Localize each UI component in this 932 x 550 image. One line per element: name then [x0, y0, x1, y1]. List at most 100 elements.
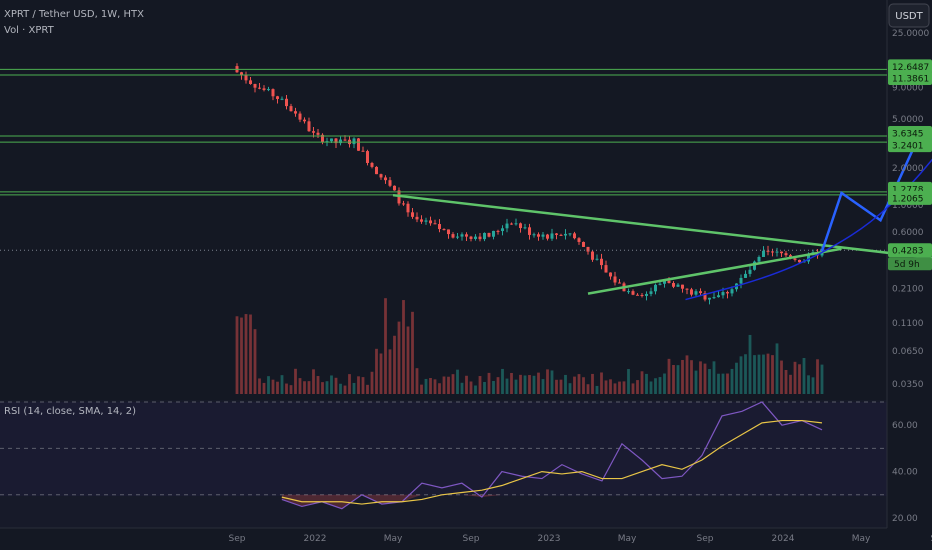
volume-bar — [793, 361, 797, 394]
trendline-descending[interactable] — [392, 193, 932, 288]
candle-body — [357, 138, 360, 151]
currency-button[interactable] — [888, 3, 930, 28]
volume-bar — [789, 374, 792, 394]
price-tick-label: 5.0000 — [892, 115, 924, 125]
volume-bar — [393, 335, 396, 394]
candle-body — [406, 203, 410, 213]
candle-body — [667, 280, 671, 284]
volume-bar — [627, 369, 630, 394]
price-tick-label: 2.0000 — [892, 164, 924, 174]
candle-body — [757, 256, 761, 262]
candle-body — [303, 119, 306, 122]
candle-body — [366, 151, 369, 163]
volume-bar — [699, 361, 702, 394]
price-tick-label: 25.0000 — [892, 29, 929, 39]
volume-bar — [523, 375, 527, 394]
candle-body — [307, 121, 311, 132]
volume-bar — [717, 373, 720, 394]
volume-bar — [735, 362, 738, 394]
rsi-ma-line — [281, 419, 823, 505]
candle-body — [708, 297, 711, 300]
candle-body — [519, 223, 522, 229]
volume-bar — [478, 376, 482, 394]
volume-bar — [645, 373, 648, 394]
price-tick-label: 0.1100 — [892, 319, 924, 329]
candle-body — [654, 284, 657, 292]
volume-bar — [253, 329, 257, 394]
candle-body — [343, 139, 347, 141]
volume-bar — [654, 378, 657, 394]
candle-body — [415, 216, 419, 220]
candle-body — [267, 89, 270, 91]
rsi-tick-label: 60.00 — [892, 421, 918, 431]
candle-body — [393, 185, 396, 191]
candle-body — [271, 89, 275, 97]
candle-body — [478, 236, 482, 240]
volume-bar — [271, 379, 275, 394]
symbol-title[interactable]: XPRT / Tether USD, 1W, HTX — [4, 9, 144, 20]
candle-body — [766, 250, 770, 252]
candle-body — [514, 223, 518, 225]
svg-text:3.2401: 3.2401 — [892, 142, 924, 152]
candle-body — [370, 162, 374, 167]
projection-path[interactable] — [820, 70, 932, 252]
volume-bar — [343, 385, 347, 394]
volume-bar — [739, 356, 743, 394]
candle-body — [249, 80, 252, 84]
volume-bar — [438, 383, 441, 394]
candle-body — [568, 233, 572, 235]
candle-body — [487, 232, 491, 237]
volume-bar — [582, 377, 585, 394]
volume-bar — [532, 375, 536, 394]
volume-bar — [510, 372, 513, 394]
candle-body — [483, 232, 486, 240]
candle-body — [555, 233, 558, 235]
volume-bar — [235, 316, 239, 394]
candle-body — [618, 282, 621, 284]
price-tick-label: 9.0000 — [892, 84, 924, 94]
candle-body — [640, 294, 644, 296]
candle-body — [564, 233, 567, 236]
volume-bar — [370, 371, 374, 394]
volume-legend[interactable]: Vol · XPRT — [4, 25, 55, 36]
horizontal-levels[interactable] — [0, 68, 887, 251]
volume-bar — [712, 361, 716, 394]
volume-bar — [721, 373, 725, 394]
price-axis[interactable]: 25.0000 9.0000 5.0000 2.0000 1.0000 0.6000 0.4… — [888, 29, 932, 390]
volume-bar — [249, 314, 252, 394]
candle-body — [739, 277, 743, 284]
candle-body — [775, 251, 779, 253]
candle-body — [375, 166, 378, 175]
candle-body — [510, 223, 513, 225]
time-axis[interactable]: Sep2022MaySep2023MaySep2024MaySep2025May… — [229, 534, 932, 544]
candle-body — [717, 295, 720, 298]
candle-body — [429, 220, 432, 224]
candle-body — [438, 224, 441, 230]
volume-bar — [411, 311, 414, 394]
candle-body — [577, 238, 581, 242]
volume-bar — [240, 317, 243, 394]
volume-bar — [258, 378, 261, 394]
volume-bar — [483, 381, 486, 394]
price-tick-label: 0.6000 — [892, 228, 924, 238]
parabolic-curve[interactable] — [685, 68, 932, 301]
rsi-legend[interactable]: RSI (14, close, SMA, 14, 2) — [4, 406, 136, 417]
drawings[interactable] — [392, 68, 932, 301]
volume-bar — [568, 383, 572, 394]
volume-bar — [771, 355, 774, 394]
volume-bar — [451, 374, 455, 394]
time-tick-label: May — [384, 534, 403, 544]
volume-bar — [487, 372, 491, 394]
time-tick-label: Sep — [697, 534, 714, 544]
price-tick-label: 0.0650 — [892, 347, 924, 357]
volume-bar — [811, 377, 815, 394]
volume-bar — [424, 378, 428, 394]
volume-bar — [406, 326, 410, 394]
volume-bar — [447, 376, 450, 394]
candle-body — [474, 236, 477, 239]
trendline-ascending[interactable] — [587, 247, 842, 295]
currency-button-label[interactable]: USDT — [895, 11, 923, 22]
candle-body — [694, 291, 698, 295]
svg-text:11.3861: 11.3861 — [892, 75, 929, 85]
